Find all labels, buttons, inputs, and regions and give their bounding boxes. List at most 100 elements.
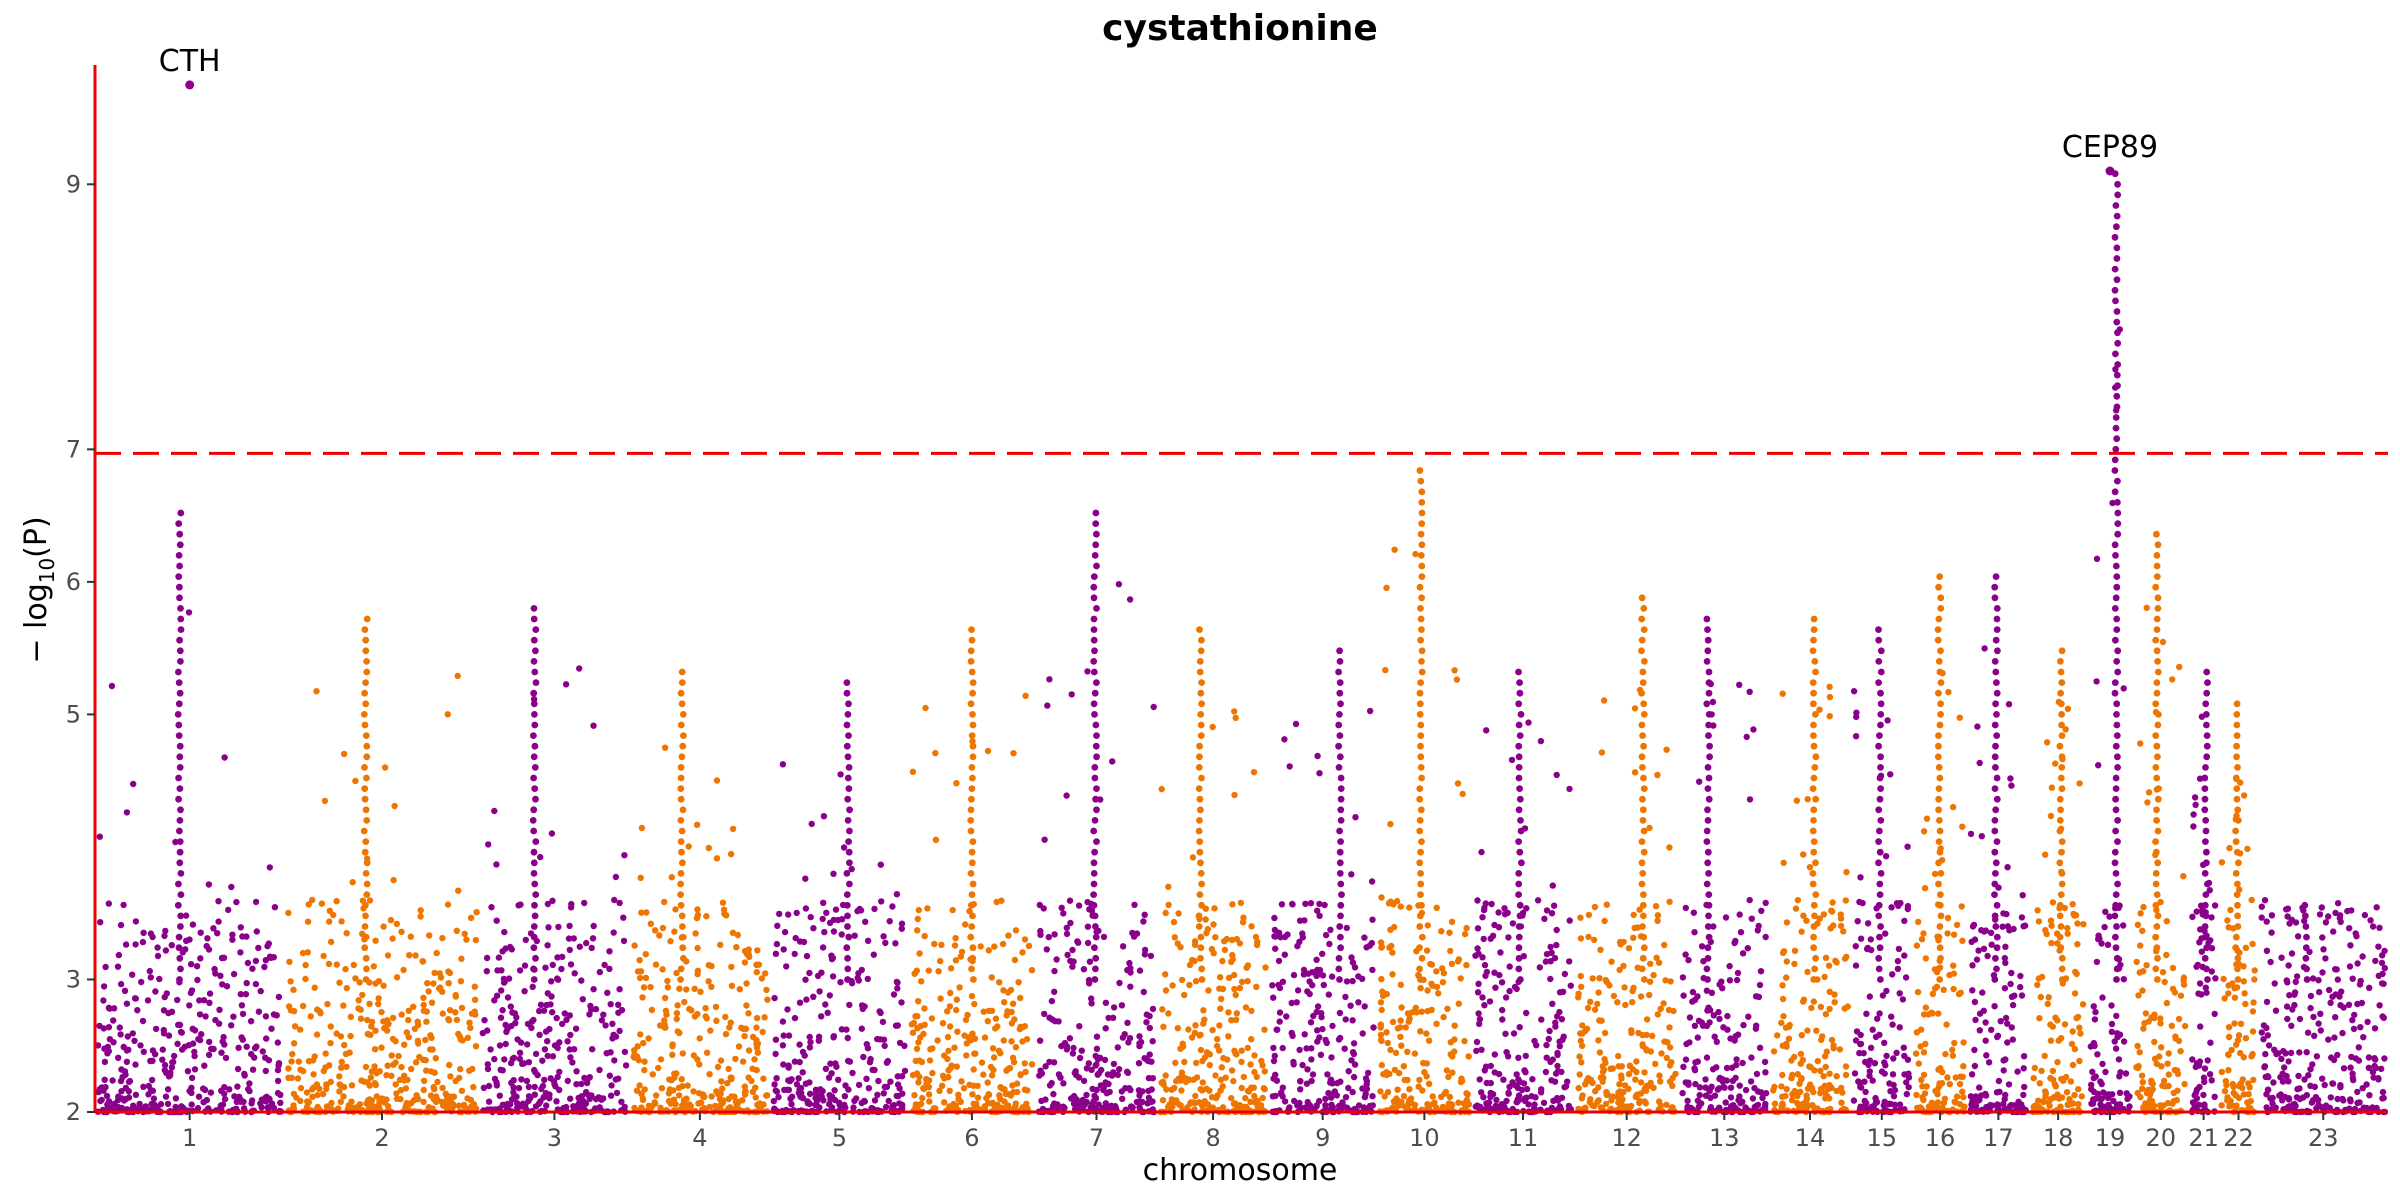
data-point: [1104, 1071, 1112, 1078]
data-point: [1944, 930, 1951, 937]
data-point: [1936, 976, 1944, 983]
data-point: [558, 965, 565, 973]
data-point: [1251, 1092, 1258, 1100]
data-point: [806, 1033, 813, 1041]
data-point: [968, 992, 976, 1000]
data-point: [1806, 864, 1814, 871]
data-point: [678, 679, 686, 686]
data-point: [121, 987, 129, 994]
data-point: [1978, 927, 1985, 934]
data-point: [110, 1039, 117, 1046]
data-point: [320, 1067, 327, 1075]
data-point: [725, 1095, 732, 1103]
data-point: [1397, 1024, 1404, 1031]
data-point: [1253, 983, 1260, 990]
data-point: [1956, 1080, 1964, 1088]
data-point: [968, 965, 975, 973]
data-point: [1960, 1063, 1967, 1070]
data-point: [969, 774, 976, 782]
data-point: [1337, 838, 1344, 845]
data-point: [968, 1036, 975, 1043]
data-point: [1197, 859, 1204, 867]
data-point: [1621, 984, 1628, 991]
data-point: [230, 970, 238, 978]
data-point: [531, 901, 538, 909]
data-point: [1991, 658, 1999, 665]
data-point: [1251, 1068, 1258, 1076]
data-point: [547, 1075, 554, 1082]
data-point: [205, 1051, 213, 1059]
data-point: [1300, 971, 1308, 978]
data-point: [1875, 838, 1882, 845]
data-point: [1342, 1016, 1349, 1023]
data-point: [820, 1097, 827, 1104]
data-point: [161, 1061, 169, 1069]
data-point: [1576, 1071, 1583, 1078]
data-point: [530, 870, 538, 877]
data-point: [97, 919, 104, 926]
data-point: [1826, 988, 1833, 995]
data-point: [677, 838, 685, 845]
data-point: [456, 1074, 463, 1082]
data-point: [484, 1027, 491, 1034]
data-point: [327, 1023, 334, 1030]
data-point: [969, 912, 976, 920]
data-point: [1483, 727, 1490, 734]
data-point: [705, 978, 712, 985]
data-point: [969, 711, 976, 718]
data-point: [372, 1068, 379, 1075]
data-point: [719, 1085, 726, 1092]
data-point: [1971, 1046, 1978, 1054]
data-point: [2068, 1040, 2076, 1048]
data-point: [1327, 926, 1334, 933]
data-point: [1559, 1036, 1566, 1044]
data-point: [1936, 827, 1944, 835]
data-point: [578, 977, 585, 984]
data-point: [1017, 994, 1024, 1002]
data-point: [1806, 1063, 1813, 1070]
data-point: [917, 1100, 925, 1108]
data-point: [1416, 700, 1424, 708]
data-point: [194, 976, 201, 984]
data-point: [607, 1001, 614, 1008]
data-point: [641, 1058, 648, 1065]
data-point: [1000, 1037, 1007, 1044]
data-point: [1622, 1001, 1629, 1009]
data-point: [1577, 935, 1585, 942]
data-point: [610, 929, 617, 936]
data-point: [1639, 764, 1646, 771]
data-point: [380, 982, 387, 989]
data-point: [1053, 956, 1060, 963]
data-point: [861, 1097, 868, 1105]
data-point: [1083, 1065, 1091, 1072]
data-point: [1335, 1036, 1343, 1043]
data-point: [841, 1093, 849, 1100]
data-point: [481, 1017, 488, 1024]
data-point: [1515, 923, 1523, 930]
data-point: [1810, 732, 1817, 739]
data-point: [946, 1087, 953, 1095]
data-point: [299, 1002, 307, 1010]
data-point: [572, 1025, 580, 1032]
data-point: [532, 891, 540, 898]
data-point: [1889, 1021, 1896, 1028]
data-point: [1857, 874, 1864, 881]
data-point: [439, 934, 446, 942]
data-point: [1078, 1047, 1086, 1054]
data-point: [115, 951, 123, 959]
data-point: [1254, 1097, 1261, 1105]
data-point: [810, 925, 817, 932]
data-point: [1515, 774, 1523, 782]
data-point: [1090, 870, 1098, 877]
data-point: [1021, 1060, 1028, 1067]
data-point: [290, 1040, 298, 1047]
data-point: [1629, 1066, 1637, 1073]
data-point: [1812, 859, 1819, 867]
data-point: [1640, 626, 1648, 633]
data-point: [1683, 1040, 1690, 1048]
data-point: [816, 988, 823, 995]
data-point: [104, 1043, 112, 1051]
data-point: [1585, 911, 1593, 919]
data-point: [1210, 921, 1217, 928]
data-point: [581, 899, 588, 907]
